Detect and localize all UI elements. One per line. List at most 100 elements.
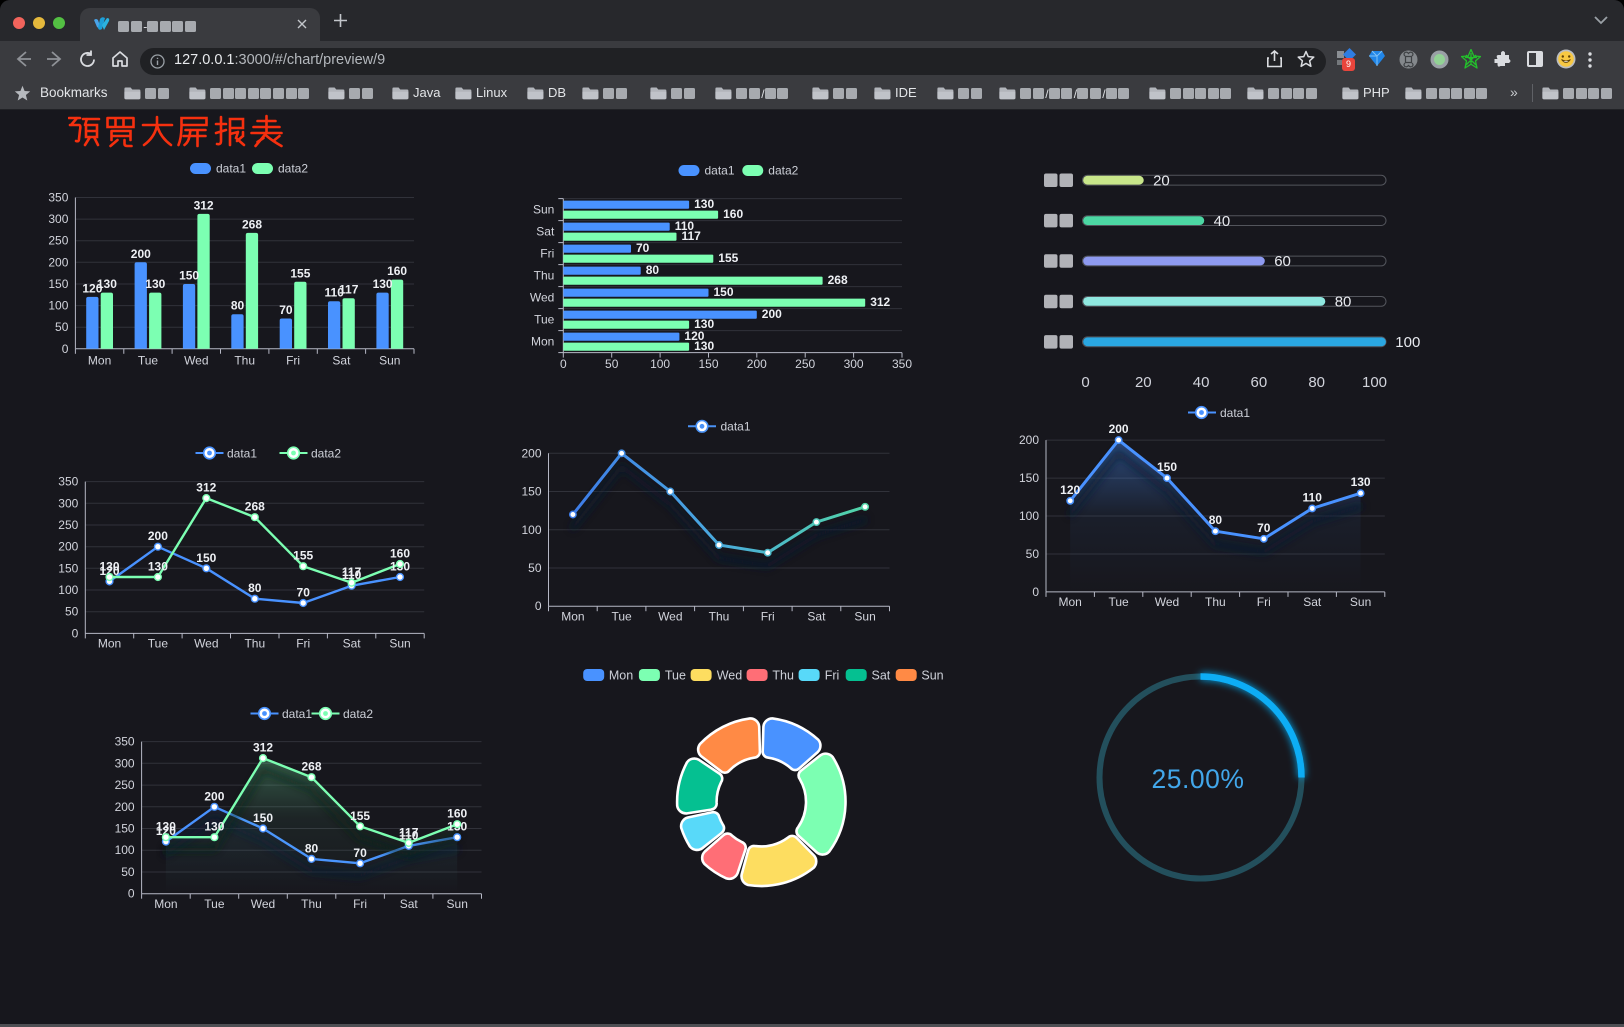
svg-text:0: 0 xyxy=(1032,585,1039,599)
svg-text:Sun: Sun xyxy=(447,897,468,911)
svg-text:150: 150 xyxy=(196,551,216,565)
svg-text:Tue: Tue xyxy=(665,669,686,683)
svg-text:300: 300 xyxy=(48,212,68,226)
svg-text:0: 0 xyxy=(1081,374,1089,391)
svg-text:Tue: Tue xyxy=(138,354,159,368)
svg-text:Sat: Sat xyxy=(807,609,826,623)
svg-text:200: 200 xyxy=(1019,433,1039,447)
svg-text:Tue: Tue xyxy=(1108,595,1129,609)
svg-text:120: 120 xyxy=(99,564,119,578)
svg-text:250: 250 xyxy=(795,357,815,371)
svg-text:200: 200 xyxy=(762,307,782,321)
svg-text:100: 100 xyxy=(650,357,670,371)
svg-text:110: 110 xyxy=(675,219,695,233)
svg-text:350: 350 xyxy=(48,191,68,205)
svg-text:Mon: Mon xyxy=(98,637,121,651)
svg-text:Wed: Wed xyxy=(1155,595,1179,609)
svg-text:Thu: Thu xyxy=(1205,595,1226,609)
svg-text:130: 130 xyxy=(148,560,168,574)
svg-text:data2: data2 xyxy=(768,164,798,178)
svg-text:data1: data1 xyxy=(227,446,257,460)
svg-text:100: 100 xyxy=(1019,509,1039,523)
svg-text:Wed: Wed xyxy=(251,897,275,911)
svg-text:Mon: Mon xyxy=(154,897,177,911)
svg-text:150: 150 xyxy=(115,822,135,836)
svg-text:160: 160 xyxy=(447,807,467,821)
svg-text:312: 312 xyxy=(196,481,216,495)
svg-text:Sun: Sun xyxy=(389,637,410,651)
svg-text:0: 0 xyxy=(560,357,567,371)
svg-text:50: 50 xyxy=(65,605,79,619)
svg-text:Sun: Sun xyxy=(921,669,943,683)
svg-text:130: 130 xyxy=(694,339,714,353)
svg-text:Sun: Sun xyxy=(854,609,875,623)
svg-text:160: 160 xyxy=(723,207,743,221)
svg-text:155: 155 xyxy=(290,266,310,280)
svg-text:350: 350 xyxy=(58,475,78,489)
svg-text:200: 200 xyxy=(148,529,168,543)
svg-text:Wed: Wed xyxy=(194,637,218,651)
svg-text:150: 150 xyxy=(253,811,273,825)
svg-text:50: 50 xyxy=(528,561,542,575)
svg-text:70: 70 xyxy=(297,586,311,600)
svg-text:250: 250 xyxy=(115,778,135,792)
svg-text:150: 150 xyxy=(698,357,718,371)
svg-text:200: 200 xyxy=(1109,422,1129,436)
svg-text:data2: data2 xyxy=(311,446,341,460)
svg-text:Fri: Fri xyxy=(761,609,775,623)
svg-text:150: 150 xyxy=(521,485,541,499)
svg-text:Fri: Fri xyxy=(1257,595,1271,609)
svg-text:Sat: Sat xyxy=(1303,595,1322,609)
svg-text:130: 130 xyxy=(145,277,165,291)
svg-text:80: 80 xyxy=(305,841,319,855)
svg-text:data2: data2 xyxy=(343,707,373,721)
svg-text:350: 350 xyxy=(892,357,912,371)
svg-text:Thu: Thu xyxy=(534,269,555,283)
svg-text:60: 60 xyxy=(1251,374,1268,391)
svg-text:Wed: Wed xyxy=(658,609,682,623)
svg-text:Wed: Wed xyxy=(184,354,208,368)
svg-text:155: 155 xyxy=(350,809,370,823)
svg-text:0: 0 xyxy=(128,887,135,901)
svg-text:70: 70 xyxy=(636,241,650,255)
svg-text:data1: data1 xyxy=(1220,406,1250,420)
svg-text:Fri: Fri xyxy=(353,897,367,911)
svg-text:100: 100 xyxy=(1395,334,1420,351)
svg-text:data1: data1 xyxy=(216,162,246,176)
svg-text:data1: data1 xyxy=(282,707,312,721)
svg-text:20: 20 xyxy=(1153,172,1170,189)
svg-text:70: 70 xyxy=(279,303,293,317)
svg-text:350: 350 xyxy=(115,735,135,749)
svg-text:130: 130 xyxy=(1351,475,1371,489)
svg-text:117: 117 xyxy=(682,229,702,243)
svg-text:120: 120 xyxy=(156,824,176,838)
svg-text:Mon: Mon xyxy=(609,669,633,683)
svg-text:Sat: Sat xyxy=(400,897,419,911)
svg-text:Mon: Mon xyxy=(88,354,111,368)
svg-text:50: 50 xyxy=(1026,547,1040,561)
svg-text:110: 110 xyxy=(342,568,362,582)
svg-text:data1: data1 xyxy=(721,420,751,434)
svg-text:Fri: Fri xyxy=(286,354,300,368)
svg-text:200: 200 xyxy=(115,800,135,814)
svg-text:150: 150 xyxy=(714,285,734,299)
svg-text:data1: data1 xyxy=(705,164,735,178)
svg-text:Mon: Mon xyxy=(531,335,554,349)
svg-text:130: 130 xyxy=(373,277,393,291)
svg-text:0: 0 xyxy=(535,599,542,613)
svg-text:100: 100 xyxy=(521,523,541,537)
svg-text:Mon: Mon xyxy=(561,609,584,623)
svg-text:312: 312 xyxy=(253,741,273,755)
svg-text:80: 80 xyxy=(231,299,245,313)
svg-text:130: 130 xyxy=(204,820,224,834)
svg-text:Thu: Thu xyxy=(244,637,265,651)
svg-text:50: 50 xyxy=(55,320,69,334)
svg-text:80: 80 xyxy=(1335,294,1352,311)
svg-text:50: 50 xyxy=(121,865,135,879)
svg-text:150: 150 xyxy=(179,269,199,283)
svg-text:100: 100 xyxy=(58,583,78,597)
svg-text:110: 110 xyxy=(399,828,419,842)
svg-text:Thu: Thu xyxy=(301,897,322,911)
svg-text:200: 200 xyxy=(747,357,767,371)
svg-text:120: 120 xyxy=(1060,483,1080,497)
